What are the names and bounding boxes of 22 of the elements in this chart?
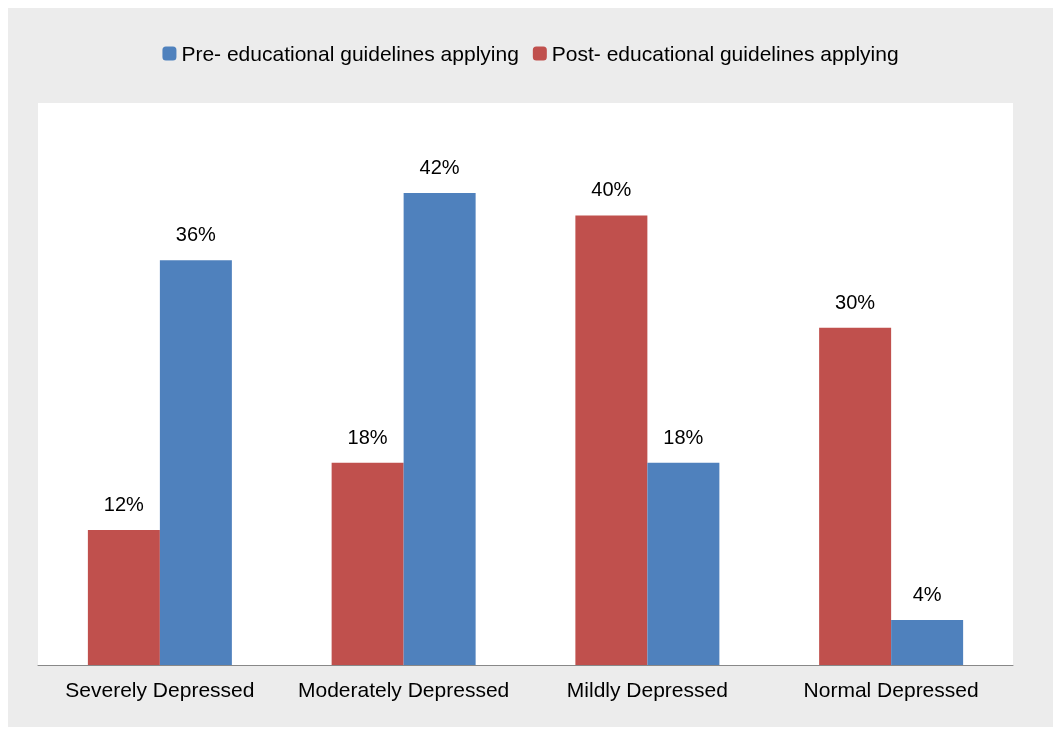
x-tick-label: Severely Depressed bbox=[65, 678, 255, 701]
data-label: 18% bbox=[347, 425, 388, 448]
bar bbox=[575, 215, 648, 665]
bar bbox=[647, 462, 720, 665]
x-tick-label: Moderately Depressed bbox=[297, 678, 510, 701]
bar bbox=[87, 530, 160, 665]
legend-label: Post- educational guidelines applying bbox=[551, 42, 899, 65]
bar bbox=[819, 327, 892, 665]
x-tick-label: Normal Depressed bbox=[803, 678, 979, 701]
data-label: 18% bbox=[663, 425, 704, 448]
bar bbox=[159, 260, 232, 665]
legend-label: Pre- educational guidelines applying bbox=[181, 42, 519, 65]
data-label: 12% bbox=[103, 493, 145, 516]
bar bbox=[331, 462, 404, 665]
data-label: 4% bbox=[912, 583, 942, 606]
data-label: 40% bbox=[591, 178, 632, 201]
data-label: 42% bbox=[419, 155, 460, 178]
bar bbox=[891, 620, 964, 665]
data-label: 30% bbox=[835, 290, 876, 313]
bar bbox=[403, 192, 476, 665]
data-label: 36% bbox=[175, 223, 217, 246]
x-tick-label: Mildly Depressed bbox=[566, 678, 728, 701]
